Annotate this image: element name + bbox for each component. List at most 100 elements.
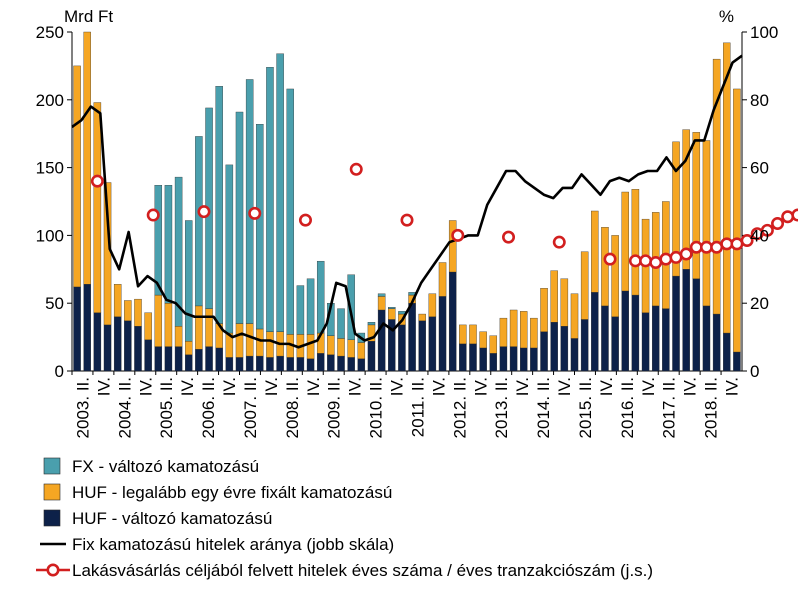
home-purchase-ratio-marker: [771, 217, 785, 231]
legend-marker-swatch: [46, 563, 60, 577]
bar-segment-s2: [286, 88, 294, 335]
bar-segment-s0: [448, 271, 457, 372]
home-purchase-ratio-marker: [248, 206, 262, 220]
home-purchase-ratio-marker: [90, 174, 104, 188]
right-tick-label: 80: [750, 91, 769, 110]
bar-segment-s1: [448, 220, 457, 273]
bars-group: [73, 31, 741, 372]
bar-segment-s0: [256, 355, 264, 372]
bar-segment-s0: [702, 305, 711, 372]
bar-segment-s2: [398, 311, 406, 315]
bar-segment-s2: [276, 53, 284, 332]
bar-segment-s1: [692, 132, 701, 279]
bar-segment-s1: [530, 317, 538, 349]
x-tick-label: 2004. II.: [115, 377, 134, 438]
right-axis-unit: %: [719, 7, 734, 26]
x-tick-label: 2016. II.: [618, 377, 637, 438]
bar-segment-s0: [327, 354, 335, 372]
bar-segment-s2: [215, 86, 223, 324]
bar-segment-s0: [73, 286, 81, 372]
bar-segment-s1: [93, 102, 102, 313]
bar-segment-s1: [337, 338, 345, 357]
home-purchase-ratio-marker: [628, 254, 642, 268]
left-axis-unit: Mrd Ft: [64, 7, 113, 26]
bar-segment-s1: [347, 339, 355, 358]
legend-label: Lakásvásárlás céljából felvett hitelek é…: [72, 561, 653, 580]
bar-segment-s2: [367, 322, 376, 326]
x-tick-label: IV.: [178, 377, 197, 396]
x-tick-label: IV.: [597, 377, 616, 396]
x-tick-label: IV.: [429, 377, 448, 396]
x-tick-label: 2010. II.: [367, 377, 386, 438]
x-tick-label: 2006. II.: [199, 377, 218, 438]
bar-segment-s1: [174, 326, 183, 347]
bar-segment-s2: [316, 260, 325, 334]
bar-segment-s0: [520, 347, 528, 372]
bar-segment-s0: [418, 320, 426, 372]
home-purchase-ratio-marker: [146, 208, 160, 222]
bar-segment-s0: [662, 308, 670, 372]
bar-segment-s1: [469, 324, 477, 345]
markers-group: [90, 162, 798, 270]
bar-segment-s0: [296, 357, 305, 372]
bar-segment-s1: [164, 303, 173, 347]
left-tick-label: 150: [36, 159, 64, 178]
x-tick-label: 2005. II.: [157, 377, 176, 438]
bar-segment-s0: [682, 269, 690, 372]
right-tick-label: 0: [750, 362, 759, 381]
bar-segment-s0: [93, 312, 102, 372]
bar-segment-s0: [469, 343, 477, 372]
bar-segment-s0: [347, 357, 355, 372]
bar-segment-s1: [459, 324, 467, 345]
bar-segment-s1: [154, 294, 163, 347]
bar-segment-s1: [550, 270, 558, 323]
bar-segment-s0: [245, 355, 254, 372]
bar-segment-s0: [611, 316, 619, 372]
bar-segment-s1: [83, 31, 91, 285]
bar-segment-s0: [225, 357, 234, 372]
left-tick-label: 100: [36, 226, 64, 245]
x-tick-label: 2014. II.: [534, 377, 553, 438]
bar-segment-s0: [367, 340, 376, 372]
bar-segment-s1: [266, 331, 274, 358]
legend-swatch: [43, 457, 61, 475]
x-tick-label: IV.: [262, 377, 281, 396]
bar-segment-s0: [489, 353, 498, 372]
bar-segment-s1: [570, 293, 579, 339]
bar-segment-s0: [103, 324, 112, 372]
axis-labels-group: 0 50 100 150 200 250 0 20 40 60 80 100 Mrd Ft % 2003. …: [36, 7, 779, 438]
bar-segment-s0: [316, 353, 325, 372]
bar-segment-s0: [550, 322, 558, 372]
bar-segment-s2: [185, 220, 193, 342]
bar-segment-s1: [560, 278, 569, 327]
left-tick-label: 50: [45, 294, 64, 313]
right-tick-label: 20: [750, 294, 769, 313]
bar-segment-s0: [692, 278, 701, 372]
bar-segment-s0: [479, 347, 487, 372]
bar-segment-s2: [154, 185, 163, 296]
x-tick-label: IV.: [471, 377, 490, 396]
bar-segment-s1: [195, 305, 203, 350]
bar-segment-s1: [306, 334, 315, 359]
home-purchase-ratio-marker: [451, 228, 465, 242]
home-purchase-ratio-marker: [502, 230, 516, 244]
bar-segment-s0: [113, 316, 122, 372]
bar-segment-s1: [580, 251, 589, 320]
bar-segment-s2: [225, 164, 234, 334]
x-tick-label: IV.: [94, 377, 113, 396]
bar-segment-s0: [712, 313, 721, 372]
x-tick-label: IV.: [304, 377, 323, 396]
legend-label: HUF - változó kamatozású: [72, 509, 272, 528]
bar-segment-s0: [540, 331, 548, 372]
bar-segment-s0: [286, 357, 294, 372]
home-purchase-ratio-marker: [699, 240, 713, 254]
bar-segment-s1: [611, 235, 619, 317]
bar-segment-s1: [357, 342, 366, 359]
bar-segment-s0: [591, 292, 599, 372]
bar-segment-s1: [540, 288, 548, 332]
x-tick-label: IV.: [723, 377, 742, 396]
bar-segment-s0: [164, 346, 173, 372]
bar-segment-s1: [428, 293, 437, 317]
bar-segment-s0: [631, 294, 640, 372]
